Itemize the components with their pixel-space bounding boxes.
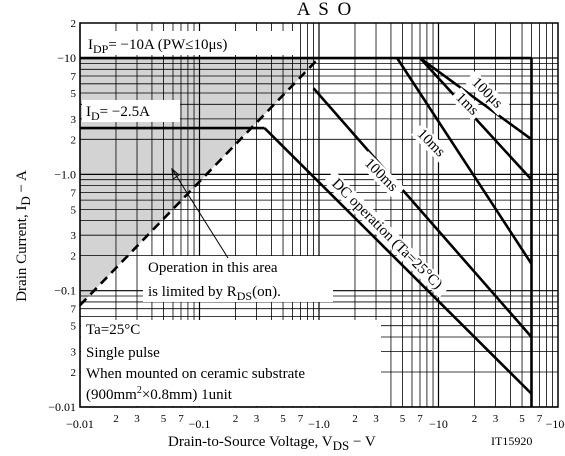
y-minor-label: 3 [71,346,77,358]
y-minor-label: 7 [71,304,77,316]
label-1ms-bg [449,87,484,122]
curve-100ms [312,87,533,338]
label-100ms-bg [356,151,405,200]
operation-note-bg [143,256,333,302]
curve-dc-operation-ta-25-c- [263,127,533,395]
label-10ms-bg [411,123,451,163]
tick-labels: −0.01−0.1−1.0−10−1002357235723572357−0.0… [48,18,565,431]
x-minor-label: 2 [472,413,478,425]
rds-limit-line [79,57,320,307]
x-minor-label: 5 [519,413,525,425]
x-minor-label: 3 [254,413,260,425]
x-minor-label: 7 [298,413,304,425]
id-label: ID= −2.5A [86,104,150,123]
operation-note-line1: Operation in this area [148,260,278,276]
y-minor-label: 5 [71,88,77,100]
operation-arrow [171,168,229,259]
x-tick-label: −10 [429,417,448,431]
curve-100-s [419,56,533,141]
x-tick-label: −100 [546,417,565,431]
id-label-bg [82,100,180,122]
y-minor-label: 3 [71,114,77,126]
x-minor-label: 3 [493,413,499,425]
curve-1ms [419,57,533,181]
y-minor-label: 2 [71,251,77,263]
x-minor-label: 3 [134,413,140,425]
y-tick-label: −1.0 [54,167,76,181]
chart-title: A S O [297,0,353,20]
x-minor-label: 7 [537,413,543,425]
condition-temperature: Ta=25°C [86,322,140,338]
x-minor-label: 2 [113,413,119,425]
y-axis-title: Drain Current, ID − A [14,170,33,302]
y-tick-label: −10 [57,51,76,65]
condition-substrate: When mounted on ceramic substrate [86,366,305,382]
curve-label-100ms: 100ms [361,155,401,195]
curve-label-dc: DC operation (Ta=25°C) [328,176,445,293]
y-minor-label: 7 [71,187,77,199]
condition-substrate-size: (900mm2×0.8mm) 1unit [86,385,233,403]
operation-arrowhead [171,167,180,180]
label-100us-bg [464,70,510,116]
plot-frame [79,22,559,408]
y-minor-label: 7 [71,71,77,83]
x-minor-label: 5 [400,413,406,425]
x-tick-label: −0.1 [189,417,211,431]
x-tick-label: −1.0 [308,417,330,431]
x-tick-label: −0.01 [66,417,94,431]
y-minor-label: 2 [71,134,77,146]
x-minor-label: 2 [352,413,358,425]
x-axis-title: Drain-to-Source Voltage, VDS − V [168,434,376,453]
x-minor-label: 7 [417,413,423,425]
y-minor-label: 3 [71,230,77,242]
y-minor-label: 5 [71,204,77,216]
idp-label: IDP= −10A (PW≤10μs) [88,37,227,56]
y-minor-label: 2 [71,367,77,379]
x-minor-label: 3 [373,413,379,425]
label-dc-bg [323,170,451,298]
x-minor-label: 5 [161,413,167,425]
curves [79,56,533,407]
y-minor-label: 5 [71,321,77,333]
chart-code: IT15920 [491,434,532,448]
conditions-bg [81,320,381,406]
x-minor-label: 7 [178,413,184,425]
y-tick-label: −0.01 [48,400,76,414]
idp-label-bg [83,31,293,55]
x-minor-label: 5 [280,413,286,425]
y-top-label: 2 [71,18,77,30]
x-minor-label: 2 [233,413,239,425]
curve-10ms [395,57,533,265]
condition-pulse: Single pulse [86,345,160,361]
operation-note-line2: is limited by RDS(on). [148,284,281,303]
y-tick-label: −0.1 [54,284,76,298]
